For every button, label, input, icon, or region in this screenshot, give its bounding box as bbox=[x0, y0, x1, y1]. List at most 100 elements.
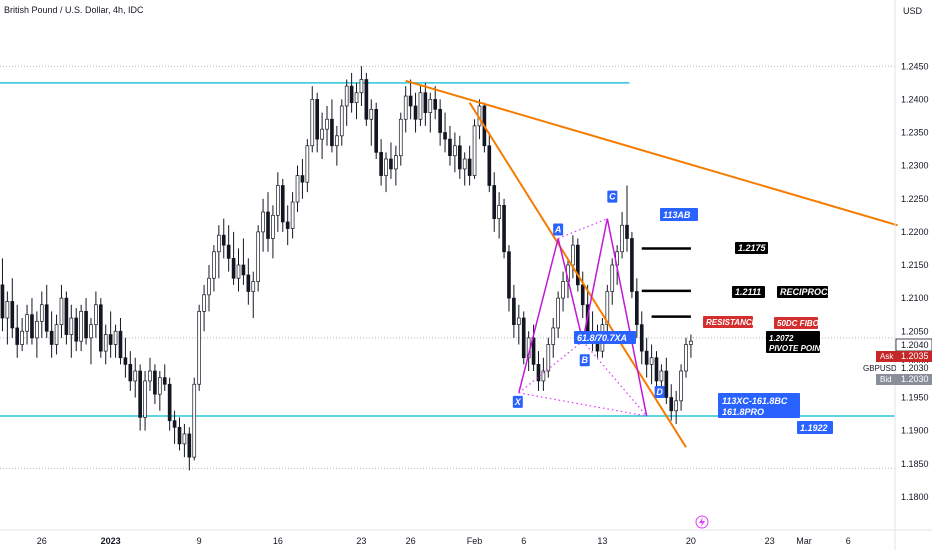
ratio-b-label[interactable]: 61.8/70.7XA bbox=[574, 331, 636, 344]
candle[interactable] bbox=[408, 79, 413, 120]
candle[interactable] bbox=[571, 235, 575, 279]
candle[interactable] bbox=[217, 225, 221, 279]
candle[interactable] bbox=[556, 291, 560, 338]
candle[interactable] bbox=[516, 304, 521, 345]
candle[interactable] bbox=[10, 278, 15, 338]
candle[interactable] bbox=[285, 205, 290, 246]
candle[interactable] bbox=[128, 351, 133, 391]
candle[interactable] bbox=[335, 125, 339, 166]
candle[interactable] bbox=[674, 390, 678, 424]
candle[interactable] bbox=[44, 284, 49, 338]
candle[interactable] bbox=[467, 145, 472, 186]
candle[interactable] bbox=[251, 271, 256, 318]
candle[interactable] bbox=[369, 99, 374, 146]
candle[interactable] bbox=[197, 304, 201, 391]
trend-line[interactable] bbox=[468, 102, 687, 448]
candle[interactable] bbox=[472, 119, 477, 179]
candle[interactable] bbox=[561, 271, 565, 312]
candle[interactable] bbox=[226, 225, 231, 272]
candle[interactable] bbox=[359, 66, 364, 106]
candle[interactable] bbox=[315, 92, 320, 153]
candle[interactable] bbox=[172, 410, 177, 444]
point-b-label[interactable]: B bbox=[579, 354, 590, 367]
candle[interactable] bbox=[64, 291, 69, 345]
resistance-label[interactable]: RESISTANCE bbox=[703, 316, 758, 328]
candle[interactable] bbox=[5, 291, 10, 345]
candle[interactable] bbox=[35, 311, 39, 358]
candle[interactable] bbox=[187, 427, 192, 471]
candle[interactable] bbox=[364, 72, 369, 126]
candle[interactable] bbox=[418, 86, 423, 126]
candle[interactable] bbox=[339, 99, 344, 146]
candle[interactable] bbox=[325, 106, 329, 146]
candle[interactable] bbox=[433, 86, 438, 120]
candle[interactable] bbox=[580, 271, 585, 318]
candle[interactable] bbox=[639, 311, 644, 365]
candle[interactable] bbox=[384, 152, 388, 193]
candle[interactable] bbox=[138, 364, 142, 431]
candle[interactable] bbox=[236, 248, 241, 292]
candle[interactable] bbox=[546, 337, 551, 378]
candle[interactable] bbox=[330, 99, 334, 153]
point-d-label[interactable]: D bbox=[654, 386, 665, 399]
reciprocal-label[interactable]: RECIPROCAL bbox=[777, 286, 840, 298]
candle[interactable] bbox=[374, 102, 379, 159]
candle[interactable] bbox=[438, 99, 442, 146]
candle[interactable] bbox=[507, 245, 511, 312]
candle[interactable] bbox=[453, 132, 457, 173]
candle[interactable] bbox=[512, 284, 516, 338]
ratio-ab-label[interactable]: 113AB bbox=[660, 208, 698, 221]
candle[interactable] bbox=[462, 152, 467, 186]
candle[interactable] bbox=[94, 291, 98, 338]
candle[interactable] bbox=[157, 371, 162, 411]
candle[interactable] bbox=[49, 311, 54, 358]
candle[interactable] bbox=[403, 86, 408, 133]
candle[interactable] bbox=[684, 337, 688, 378]
candle[interactable] bbox=[349, 72, 354, 113]
candle[interactable] bbox=[221, 218, 226, 259]
candle[interactable] bbox=[113, 324, 118, 358]
level-2111-label[interactable]: 1.2111 bbox=[732, 286, 765, 298]
candle[interactable] bbox=[177, 417, 182, 451]
candle[interactable] bbox=[541, 357, 546, 391]
candle[interactable] bbox=[143, 371, 147, 431]
candle[interactable] bbox=[256, 225, 260, 292]
candle[interactable] bbox=[84, 298, 88, 345]
lightning-icon[interactable] bbox=[695, 515, 709, 529]
candle[interactable] bbox=[536, 351, 541, 391]
candle[interactable] bbox=[118, 318, 123, 365]
candle[interactable] bbox=[679, 364, 683, 411]
candle[interactable] bbox=[271, 205, 275, 259]
candle[interactable] bbox=[398, 112, 403, 166]
candle[interactable] bbox=[423, 82, 428, 126]
candle[interactable] bbox=[443, 112, 447, 153]
candle[interactable] bbox=[630, 231, 634, 299]
candle[interactable] bbox=[413, 92, 418, 133]
candle[interactable] bbox=[148, 357, 152, 391]
candle[interactable] bbox=[20, 318, 24, 352]
candle[interactable] bbox=[610, 258, 615, 305]
candle[interactable] bbox=[231, 231, 236, 285]
candle[interactable] bbox=[635, 278, 639, 338]
trend-line[interactable] bbox=[405, 79, 898, 227]
point-x-label[interactable]: X bbox=[512, 395, 523, 408]
candle[interactable] bbox=[664, 357, 669, 405]
candle[interactable] bbox=[30, 298, 34, 345]
candle[interactable] bbox=[689, 334, 693, 358]
candle[interactable] bbox=[266, 192, 270, 252]
candle[interactable] bbox=[448, 125, 452, 166]
candle[interactable] bbox=[620, 212, 624, 259]
candle[interactable] bbox=[98, 298, 103, 358]
candle[interactable] bbox=[89, 318, 93, 365]
candle[interactable] bbox=[344, 79, 349, 126]
candle[interactable] bbox=[15, 304, 20, 358]
candle[interactable] bbox=[0, 258, 5, 332]
candle[interactable] bbox=[354, 82, 359, 120]
level-2175-label[interactable]: 1.2175 bbox=[735, 242, 768, 254]
candle[interactable] bbox=[123, 337, 128, 378]
candle[interactable] bbox=[108, 311, 113, 358]
candle[interactable] bbox=[276, 172, 280, 232]
candle[interactable] bbox=[649, 344, 654, 385]
candle[interactable] bbox=[625, 185, 629, 252]
